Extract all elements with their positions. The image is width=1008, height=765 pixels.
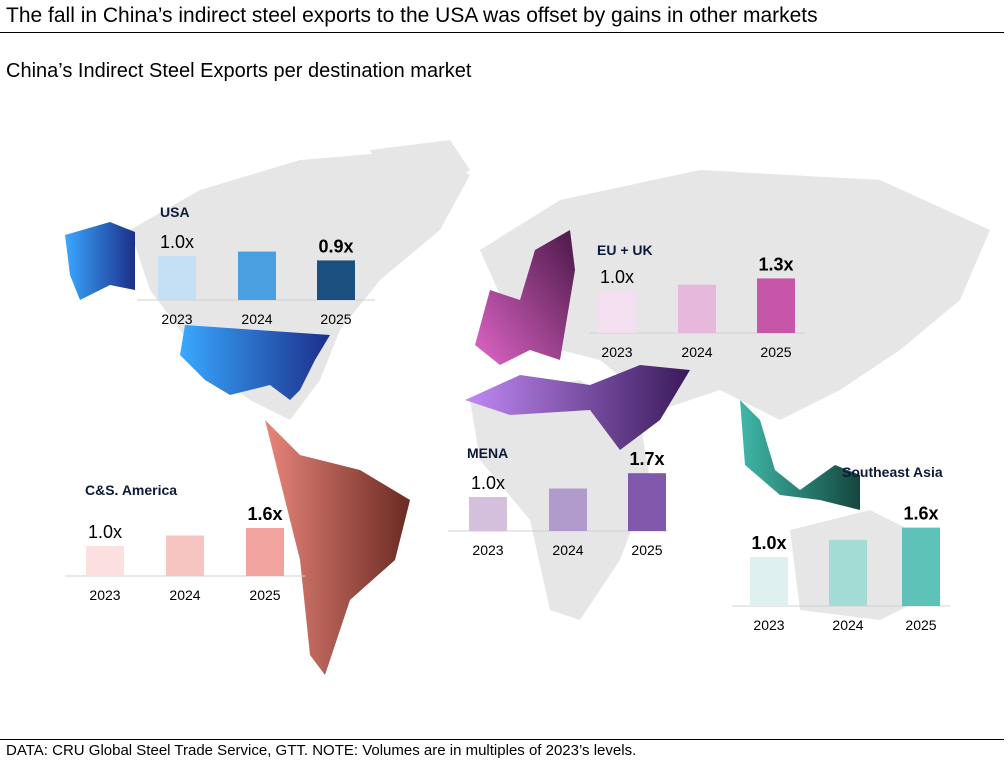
- tick-label: 2025: [249, 587, 280, 603]
- region-label: C&S. America: [85, 482, 177, 498]
- tick-label: 2023: [601, 344, 632, 360]
- tick-label: 2025: [631, 542, 662, 558]
- bar-2023: [158, 256, 196, 300]
- mena-region: [465, 365, 690, 450]
- panel-eu-uk: EU + UK 2023 1.0x 2024 2025 1.3x: [590, 242, 805, 360]
- region-label: MENA: [467, 445, 508, 461]
- data-label: 1.0x: [88, 522, 122, 542]
- tick-label: 2023: [472, 542, 503, 558]
- title-divider: [0, 32, 1004, 33]
- south-america-region: [265, 420, 410, 675]
- region-label: USA: [160, 204, 190, 220]
- bar-2025: [246, 528, 284, 576]
- panel-southeast-asia: Southeast Asia 2023 1.0x 2024 2025 1.6x: [732, 464, 950, 633]
- bar-2024: [238, 251, 276, 300]
- eurasia-land: [480, 170, 990, 420]
- data-label: 1.0x: [160, 232, 194, 252]
- chart-title: The fall in China’s indirect steel expor…: [6, 4, 818, 27]
- tick-label: 2024: [169, 587, 200, 603]
- tick-label: 2024: [832, 617, 863, 633]
- bar-2023: [598, 291, 636, 333]
- bar-2024: [166, 535, 204, 576]
- bar-2024: [678, 284, 716, 333]
- tick-label: 2024: [241, 311, 272, 327]
- bar-2023: [86, 546, 124, 576]
- data-label: 1.0x: [751, 533, 786, 553]
- data-label: 1.7x: [629, 449, 664, 469]
- region-label: EU + UK: [597, 242, 653, 258]
- data-label: 1.6x: [247, 504, 282, 524]
- bar-2025: [902, 527, 940, 606]
- data-label: 0.9x: [318, 236, 353, 256]
- tick-label: 2024: [552, 542, 583, 558]
- tick-label: 2025: [905, 617, 936, 633]
- tick-label: 2025: [320, 311, 351, 327]
- eu-uk-region: [475, 230, 575, 365]
- data-label: 1.0x: [600, 267, 634, 287]
- alaska-region: [65, 222, 135, 300]
- usa-region: [180, 325, 330, 400]
- bar-2023: [750, 557, 788, 606]
- tick-label: 2023: [161, 311, 192, 327]
- bar-2024: [829, 539, 867, 606]
- bar-2024: [549, 488, 587, 531]
- tick-label: 2024: [681, 344, 712, 360]
- bar-2025: [317, 260, 355, 300]
- tick-label: 2025: [760, 344, 791, 360]
- bar-2025: [628, 473, 666, 531]
- bar-2023: [469, 497, 507, 531]
- greenland-land: [370, 140, 470, 200]
- panel-c-s-america: C&S. America 2023 1.0x 2024 2025 1.6x: [65, 482, 305, 603]
- bar-2025: [757, 278, 795, 333]
- data-label: 1.6x: [903, 504, 938, 524]
- chart-subtitle: China’s Indirect Steel Exports per desti…: [6, 60, 472, 82]
- highlighted-regions: [65, 222, 860, 675]
- data-label: 1.3x: [758, 254, 793, 274]
- source-divider: [0, 739, 1004, 740]
- southeast-asia-region: [740, 400, 860, 510]
- data-label: 1.0x: [471, 473, 505, 493]
- tick-label: 2023: [89, 587, 120, 603]
- source-note: DATA: CRU Global Steel Trade Service, GT…: [6, 742, 637, 759]
- panel-usa: USA 2023 1.0x 2024 2025 0.9x: [137, 204, 375, 327]
- region-label: Southeast Asia: [842, 464, 943, 480]
- panel-mena: MENA 2023 1.0x 2024 2025 1.7x: [448, 445, 668, 558]
- tick-label: 2023: [753, 617, 784, 633]
